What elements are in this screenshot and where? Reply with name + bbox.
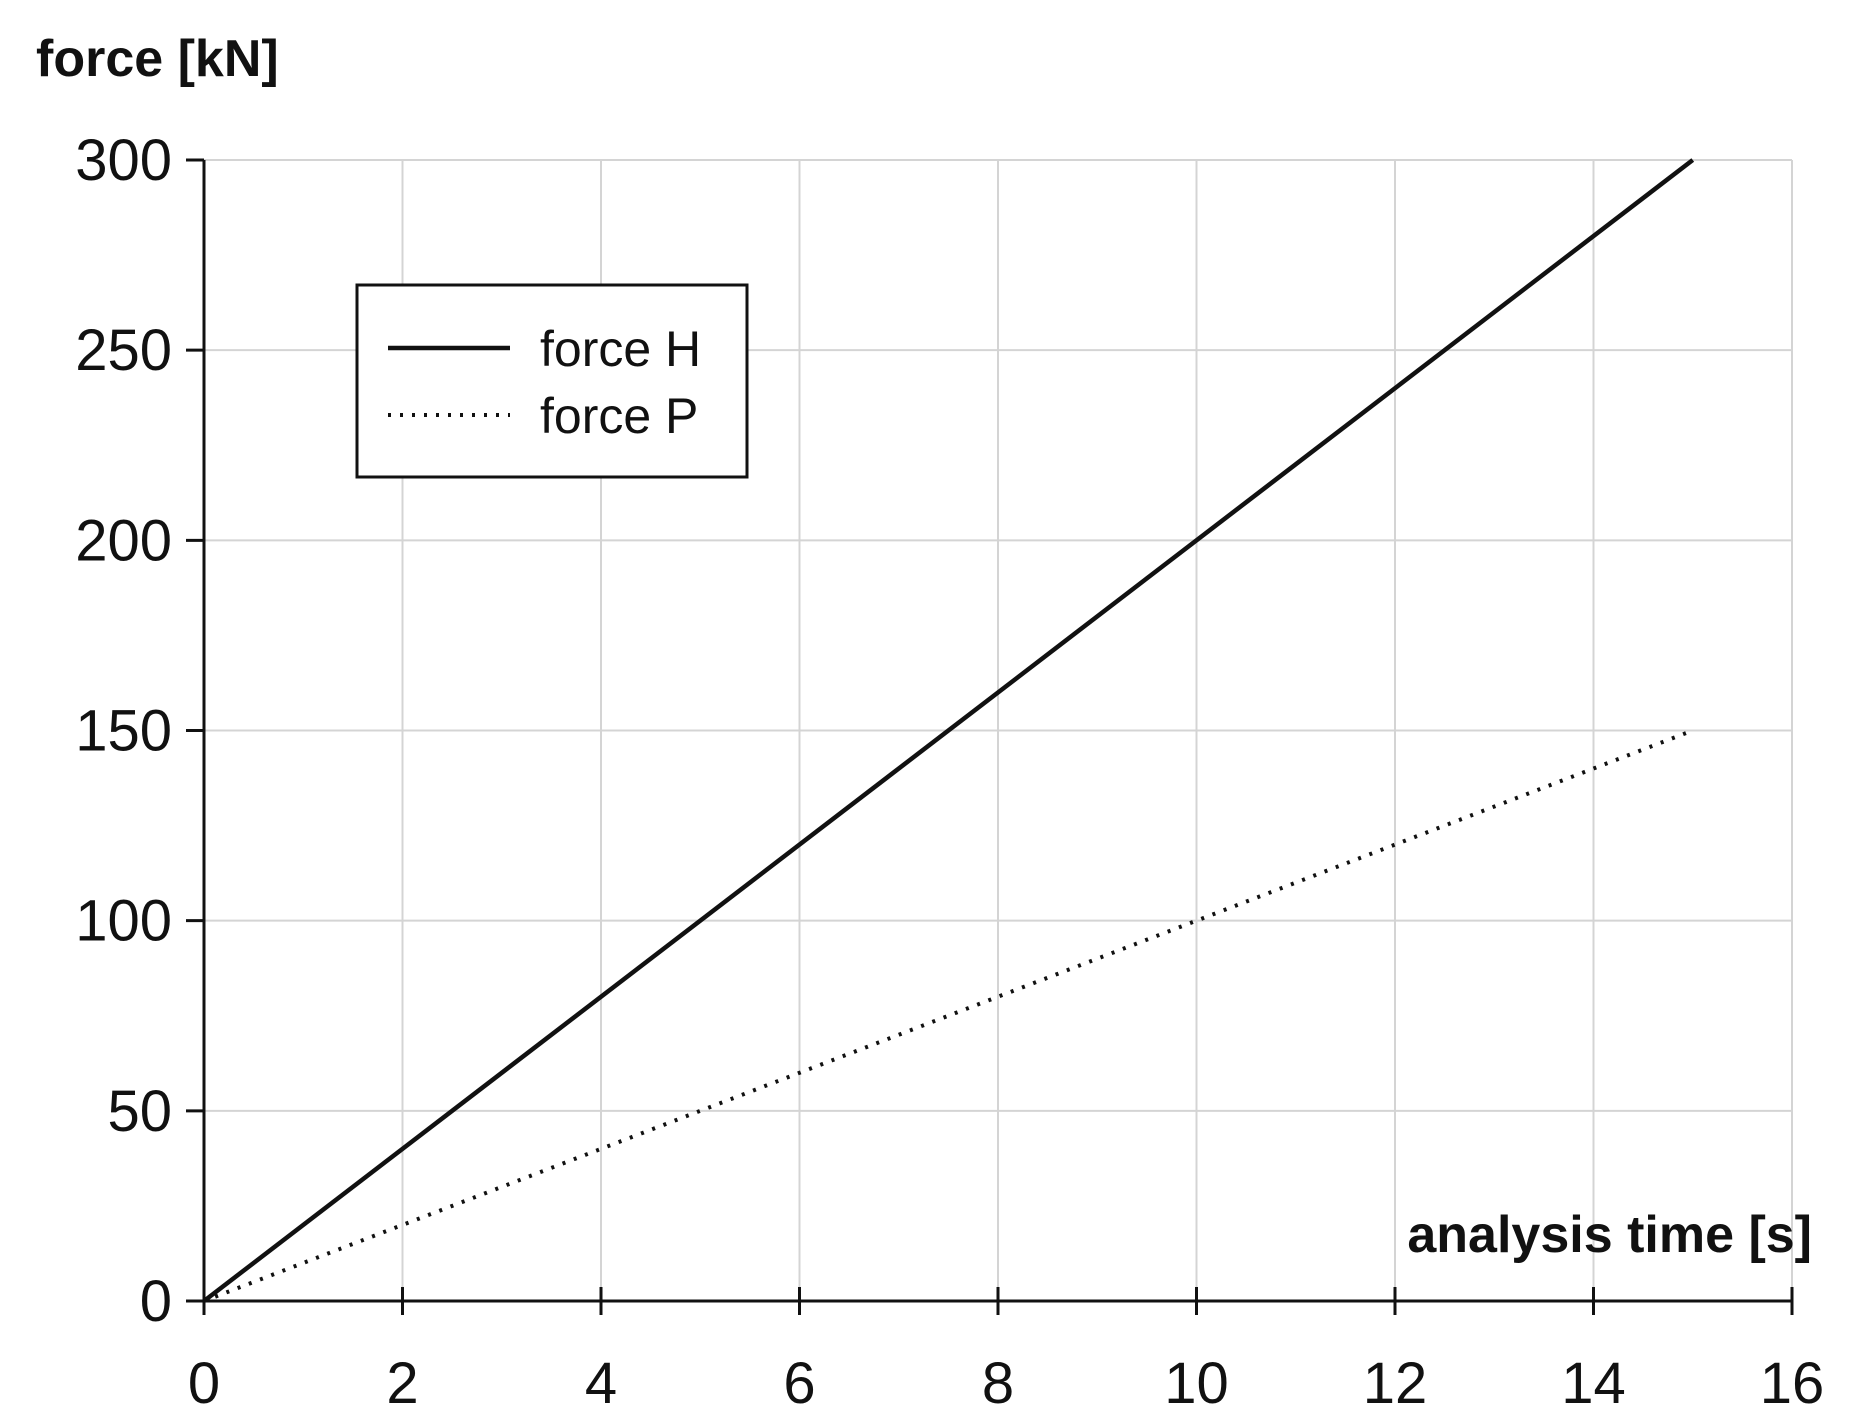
y-tick-label: 100 <box>75 889 172 954</box>
y-tick-label: 0 <box>140 1269 172 1334</box>
series <box>202 158 1695 1303</box>
x-tick-label: 14 <box>1561 1351 1626 1416</box>
x-tick-label: 12 <box>1363 1351 1428 1416</box>
x-tick-label: 10 <box>1164 1351 1229 1416</box>
series-line-force-h <box>202 158 1695 1303</box>
legend-label-force-h: force H <box>540 321 701 377</box>
legend-box <box>355 283 749 479</box>
x-tick-label: 4 <box>585 1351 617 1416</box>
x-tick-label: 16 <box>1760 1351 1825 1416</box>
x-tick-label: 0 <box>188 1351 220 1416</box>
x-tick-label: 6 <box>783 1351 815 1416</box>
series-line-force-p <box>203 728 1694 1303</box>
y-tick-label: 300 <box>75 128 172 193</box>
x-axis-title: analysis time [s] <box>1407 1206 1812 1264</box>
x-tick-label: 8 <box>982 1351 1014 1416</box>
grid <box>204 159 1793 1301</box>
y-tick-label: 200 <box>75 508 172 573</box>
y-tick-label: 50 <box>107 1079 172 1144</box>
y-tick-label: 150 <box>75 699 172 764</box>
legend-label-force-p: force P <box>540 388 698 444</box>
y-tick-label: 250 <box>75 318 172 383</box>
ticks: 0 2 4 6 8 10 12 14 16 0 50 100 150 200 250 300 <box>75 128 1824 1416</box>
legend: force H force P <box>355 283 749 479</box>
x-tick-label: 2 <box>386 1351 418 1416</box>
y-axis-title: force [kN] <box>36 30 279 88</box>
